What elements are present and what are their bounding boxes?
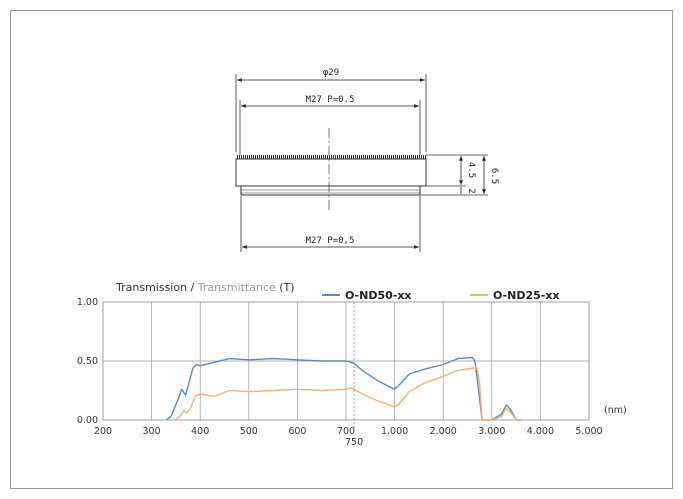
- chart-title: Transmission / Transmittance (T): [115, 281, 295, 294]
- x-tick-label: 700: [337, 426, 355, 437]
- x-tick-label: 5.000: [575, 426, 602, 437]
- page-frame: [10, 10, 673, 489]
- x-axis-unit: (nm): [604, 405, 627, 416]
- chart-legend: O-ND50-xx O-ND25-xx: [322, 289, 560, 302]
- chart-title-part3: (T): [276, 281, 295, 294]
- legend-label-o-nd25: O-ND25-xx: [493, 289, 560, 302]
- x-tick-label: 600: [288, 426, 306, 437]
- y-tick-label: 1.00: [77, 297, 98, 308]
- x-tick-label: 300: [143, 426, 161, 437]
- x-tick-label: 500: [240, 426, 258, 437]
- filter-ring-body: [235, 155, 427, 196]
- x-tick-label: 3.000: [478, 426, 505, 437]
- top-thread-dimension: M27 P=0.5: [239, 95, 421, 155]
- plot-series: [165, 356, 521, 421]
- plot-ticks: 200 300 400 500 600 700 1.000 2.000 3.000 4.000 5.…: [77, 297, 603, 448]
- height-total-label: 6.5: [489, 168, 499, 184]
- chart-title-part2: Transmittance: [197, 281, 276, 294]
- technical-drawing: φ29 M27 P=0.5: [235, 68, 499, 252]
- x-tick-label-750: 750: [345, 437, 363, 448]
- height-thread-label: 2: [466, 188, 476, 193]
- bottom-thread-label: M27 P=0,5: [306, 236, 355, 246]
- y-tick-label: 0.50: [77, 356, 98, 367]
- outer-diameter-dimension: φ29: [235, 68, 427, 152]
- x-tick-label: 4.000: [527, 426, 554, 437]
- legend-label-o-nd50: O-ND50-xx: [345, 289, 412, 302]
- y-tick-label: 0.00: [77, 415, 98, 426]
- series-line-o-nd25-xx: [175, 367, 521, 421]
- x-tick-label: 200: [94, 426, 112, 437]
- plot-grid: [102, 301, 590, 434]
- chart-title-part1: Transmission: [115, 281, 187, 294]
- outer-diameter-label: φ29: [323, 68, 339, 78]
- bottom-thread-dimension: M27 P=0,5: [240, 196, 421, 252]
- x-tick-label: 400: [191, 426, 209, 437]
- x-tick-label: 2.000: [430, 426, 457, 437]
- x-tick-label: 1.000: [381, 426, 408, 437]
- chart-title-separator: /: [187, 281, 198, 294]
- top-thread-label: M27 P=0.5: [306, 95, 355, 105]
- height-body-label: 4.5: [466, 162, 476, 178]
- height-dimensions: 4.5 2 6.5: [420, 154, 499, 196]
